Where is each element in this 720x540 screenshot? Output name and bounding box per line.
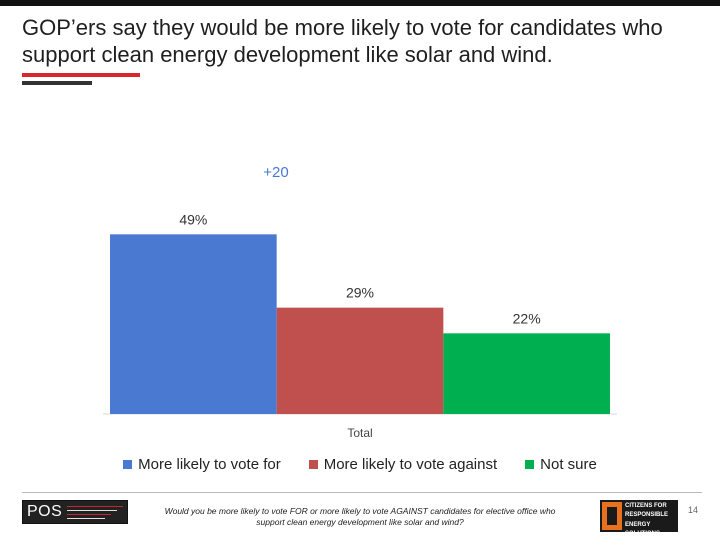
page-title: GOP’ers say they would be more likely to…: [22, 15, 663, 67]
legend-swatch-vote-for: [123, 460, 133, 469]
difference-label: +20: [263, 164, 289, 181]
legend-label-not-sure: Not sure: [540, 456, 597, 473]
legend-label-vote-for: More likely to vote for: [138, 456, 281, 473]
top-bar: [0, 0, 720, 6]
cres-logo-mark: [602, 502, 622, 530]
cres-logo: CITIZENS FOR RESPONSIBLE ENERGY SOLUTION…: [600, 500, 678, 537]
legend-item-vote-against: More likely to vote against: [308, 456, 498, 473]
legend-label-vote-against: More likely to vote against: [323, 456, 498, 473]
legend-item-vote-for: More likely to vote for: [123, 456, 281, 473]
pos-logo-text: POS: [27, 503, 63, 520]
pos-logo-stripe: [67, 510, 117, 511]
page-number: 14: [688, 505, 699, 515]
bar-more-likely-to-vote-against: [276, 307, 444, 414]
pos-logo-stripe: [67, 514, 111, 515]
bar-chart: 49% 29% 22% Total: [103, 211, 617, 440]
title-accent-rule-dark: [22, 81, 92, 85]
pos-logo-stripe: [67, 518, 105, 519]
survey-question: Would you be more likely to vote FOR or …: [164, 506, 556, 527]
data-label-more-likely-to-vote-against: 29%: [346, 285, 374, 301]
bar-more-likely-to-vote-for: [110, 234, 277, 414]
data-label-more-likely-to-vote-for: 49%: [179, 211, 207, 227]
legend-item-not-sure: Not sure: [525, 456, 597, 473]
data-label-not-sure: 22%: [513, 310, 541, 326]
cres-logo-text: CITIZENS FOR RESPONSIBLE ENERGY SOLUTION…: [625, 503, 669, 537]
chart-legend: More likely to vote for More likely to v…: [0, 456, 720, 473]
bar-not-sure: [443, 333, 610, 414]
legend-swatch-vote-against: [308, 460, 318, 469]
category-label: Total: [347, 426, 372, 440]
footer-divider: [22, 492, 702, 493]
pos-logo-stripe: [67, 506, 123, 507]
legend-swatch-not-sure: [525, 460, 535, 469]
pos-logo: POS: [22, 500, 128, 524]
title-accent-rule-red: [22, 73, 140, 77]
